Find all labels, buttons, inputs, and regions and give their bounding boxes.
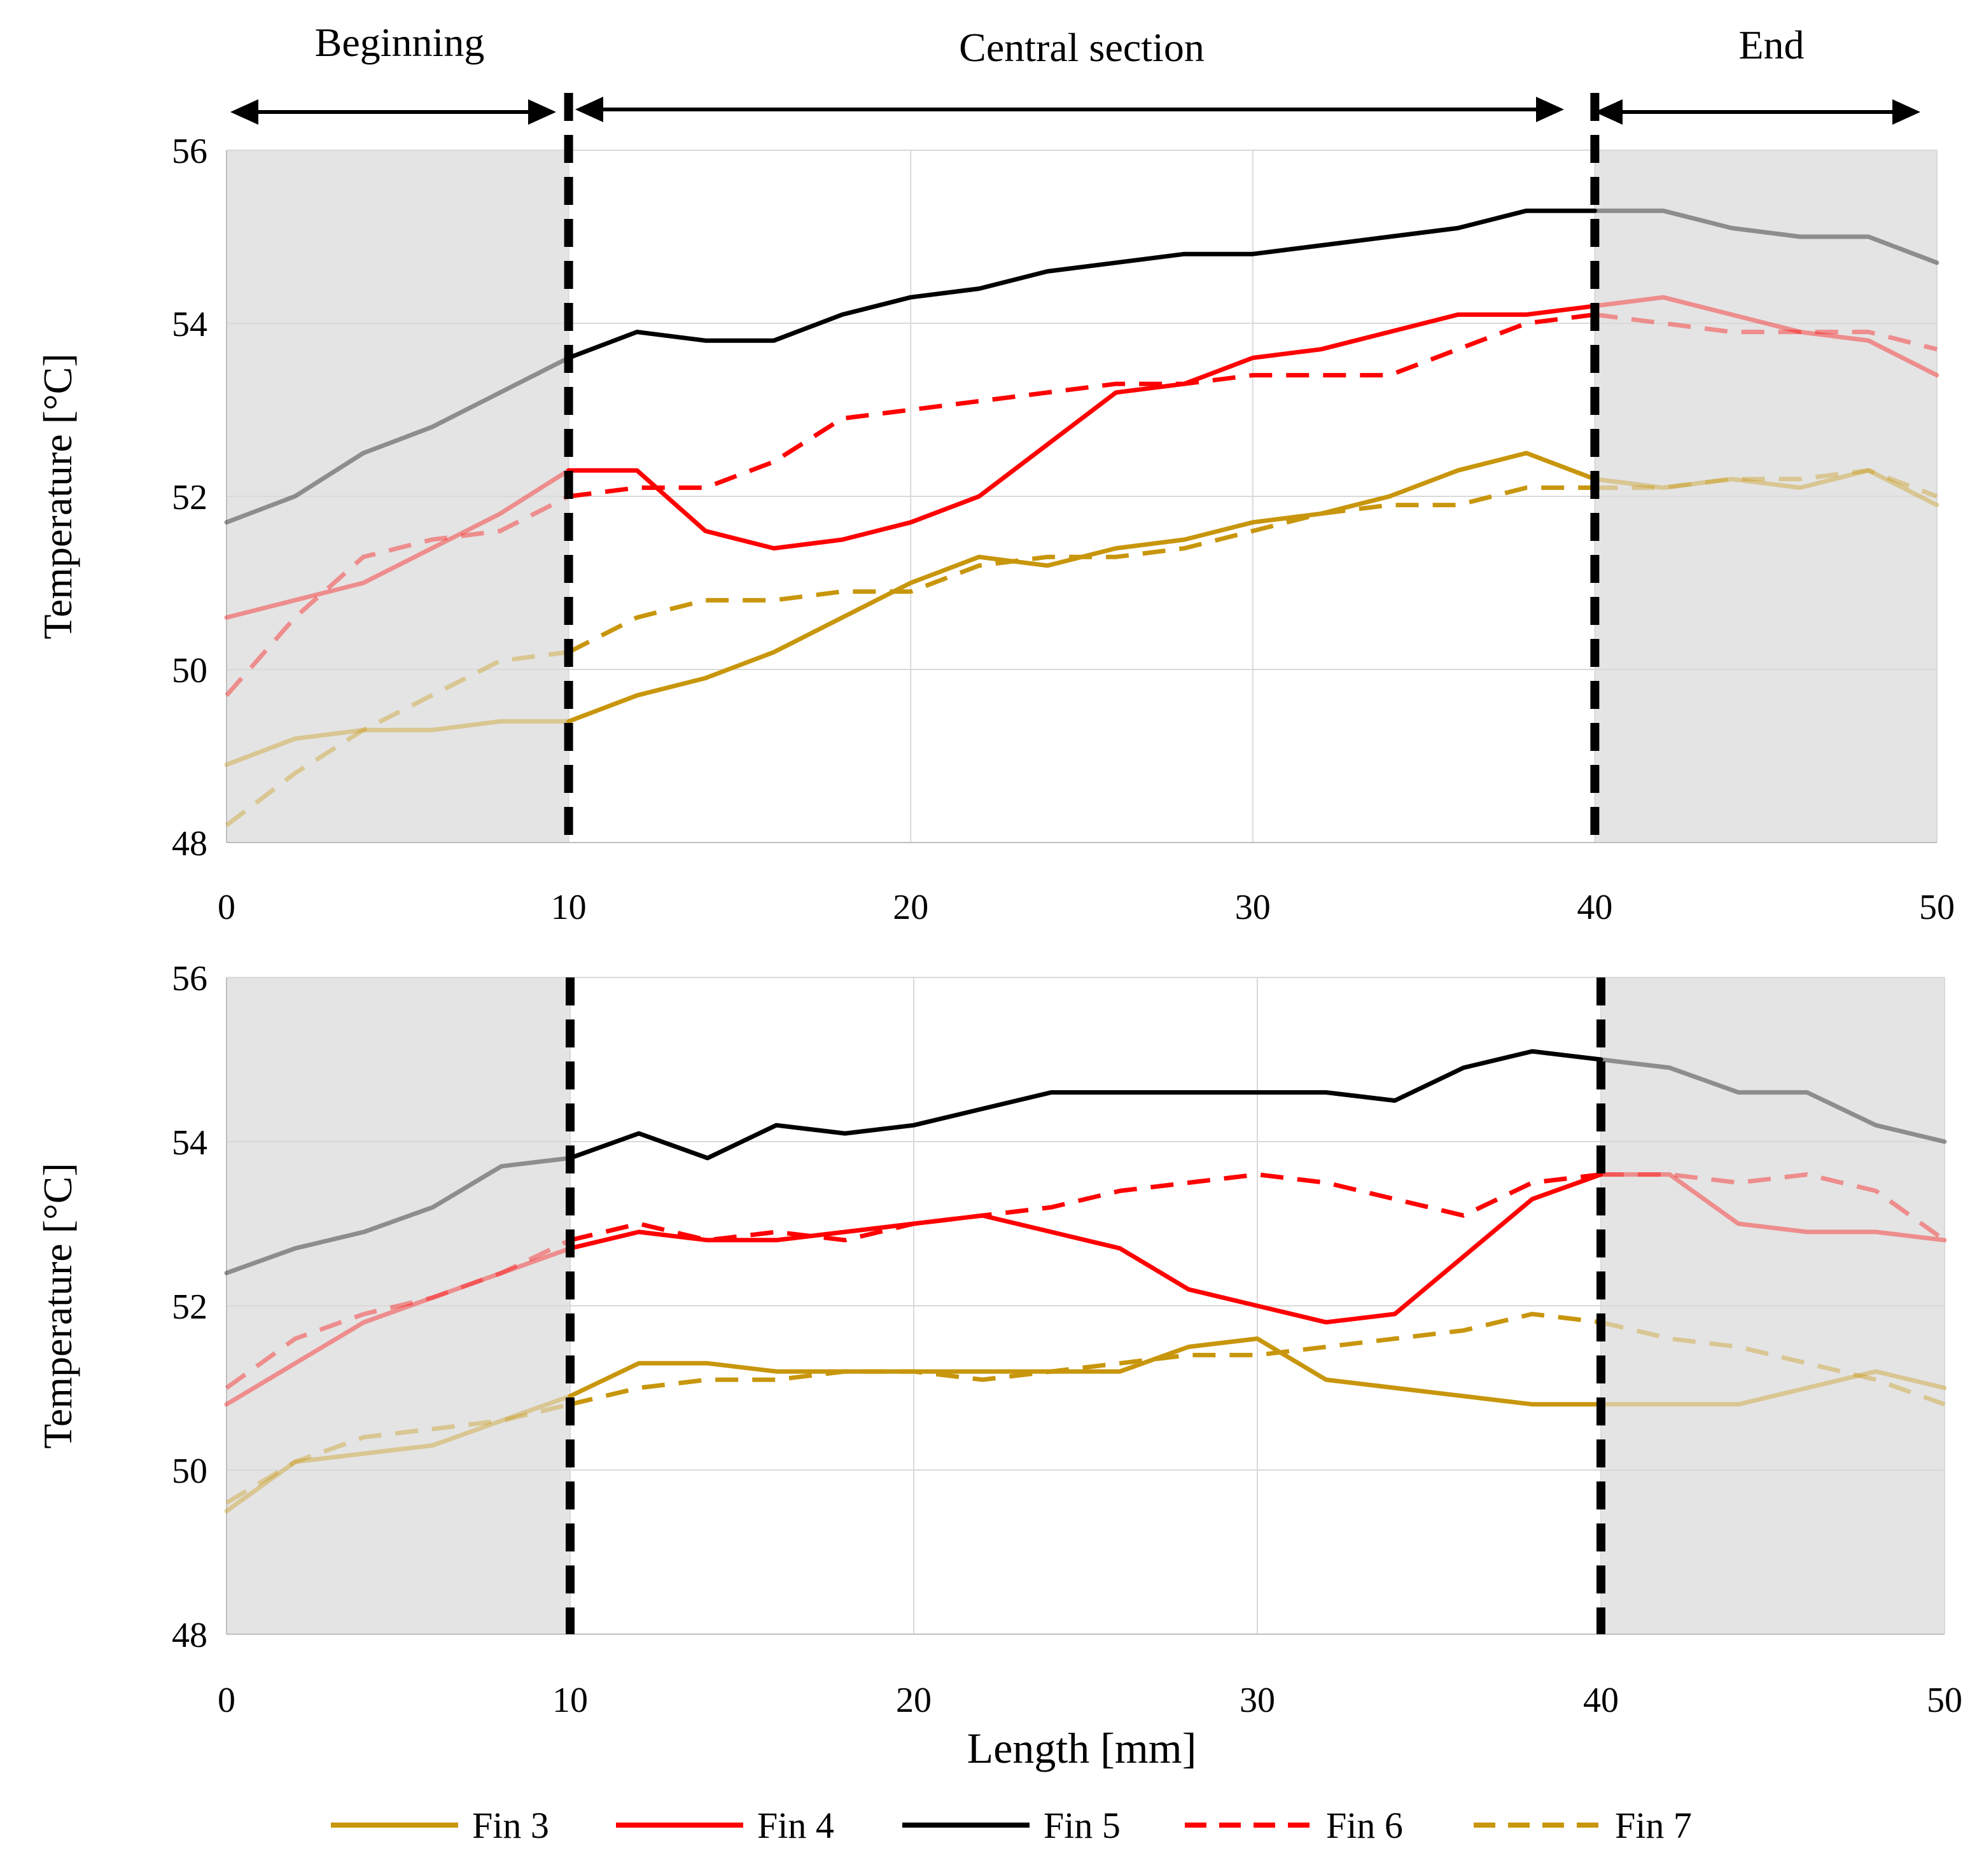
series-line-fin-6: [225, 494, 570, 697]
series-line-fin-6: [225, 1238, 571, 1390]
legend-label: Fin 5: [1044, 1805, 1121, 1846]
y-tick-label: 48: [172, 1616, 207, 1655]
y-tick-label: 56: [172, 959, 207, 998]
x-tick-label: 20: [893, 888, 928, 927]
legend-item-fin-7: Fin 7: [1474, 1805, 1692, 1846]
legend: Fin 3 Fin 4 Fin 5 Fin 6 Fin 7: [331, 1805, 1692, 1846]
x-tick-label: 0: [218, 888, 235, 927]
y-tick-label: 50: [172, 1452, 207, 1491]
series-line-fin-4: [568, 1172, 1603, 1325]
series-line-fin-5: [224, 1156, 573, 1275]
y-tick-label: 52: [172, 1287, 207, 1327]
y-tick-label: 54: [172, 305, 207, 344]
series-line-fin-4: [224, 468, 571, 620]
y-axis-title: Temperature [°C]: [35, 353, 80, 639]
y-axis-title: Temperature [°C]: [35, 1163, 80, 1448]
series-line-fin-6: [569, 1172, 1602, 1243]
legend-label: Fin 3: [472, 1805, 549, 1846]
end-arrow: [1595, 99, 1920, 125]
series-line-fin-3: [568, 1336, 1603, 1407]
series-line-fin-5: [224, 355, 571, 525]
legend-item-fin-4: Fin 4: [616, 1805, 834, 1846]
series-line-fin-4: [1598, 1172, 1947, 1243]
x-tick-label: 40: [1577, 888, 1612, 927]
legend-label: Fin 4: [757, 1805, 834, 1846]
x-tick-label: 50: [1919, 888, 1955, 927]
x-tick-label: 10: [552, 1681, 588, 1720]
series-line-fin-6: [568, 312, 1595, 499]
series-line-fin-4: [224, 1246, 573, 1407]
legend-item-fin-3: Fin 3: [331, 1805, 549, 1846]
x-tick-label: 30: [1240, 1681, 1275, 1720]
y-tick-label: 56: [172, 132, 207, 171]
series-line-fin-7: [569, 1312, 1602, 1407]
series-line-fin-7: [1600, 1320, 1946, 1407]
series-line-fin-7: [568, 485, 1595, 654]
y-tick-label: 48: [172, 824, 207, 864]
central-section-label: Central section: [959, 25, 1205, 70]
series-line-fin-3: [1592, 468, 1939, 508]
series-line-fin-7: [225, 650, 569, 827]
legend-label: Fin 7: [1615, 1805, 1692, 1846]
bottom-chart-panel: 48 50 52 54 56 0 10 20 30 40 50 Temperature [°C]: [35, 959, 1962, 1720]
series-line-fin-7: [1595, 468, 1938, 499]
top-chart-panel: 48 50 52 54 56 0 10 20 30 40 50 Temperature [°C]: [35, 93, 1955, 927]
series-line-fin-4: [1592, 295, 1939, 378]
series-line-fin-5: [1598, 1057, 1947, 1144]
x-tick-label: 0: [218, 1681, 235, 1720]
end-label: End: [1738, 22, 1804, 67]
series-line-fin-6: [1601, 1172, 1946, 1242]
x-tick-label: 30: [1235, 888, 1271, 927]
series-line-fin-6: [1594, 312, 1938, 352]
beginning-label: Beginning: [315, 20, 485, 65]
legend-label: Fin 6: [1326, 1805, 1403, 1846]
y-tick-label: 50: [172, 651, 207, 690]
central-section-arrow: [575, 97, 1564, 122]
x-tick-label: 40: [1583, 1681, 1619, 1720]
legend-item-fin-5: Fin 5: [902, 1805, 1121, 1846]
series-line-fin-5: [566, 208, 1597, 360]
series-line-fin-4: [566, 304, 1597, 551]
beginning-arrow: [230, 99, 556, 125]
series-line-fin-5: [568, 1049, 1603, 1161]
x-tick-label: 20: [896, 1681, 932, 1720]
y-tick-label: 54: [172, 1123, 207, 1163]
section-annotations: Beginning Central section End: [230, 20, 1920, 125]
x-tick-label: 10: [551, 888, 587, 927]
series-line-fin-7: [225, 1402, 571, 1505]
series-line-fin-3: [224, 1394, 573, 1513]
x-axis-title: Length [mm]: [967, 1724, 1197, 1772]
legend-item-fin-6: Fin 6: [1185, 1805, 1403, 1846]
series-line-fin-3: [1598, 1369, 1947, 1407]
series-line-fin-5: [1592, 208, 1939, 265]
y-tick-label: 52: [172, 478, 207, 517]
x-tick-label: 50: [1927, 1681, 1962, 1720]
series-line-fin-3: [224, 719, 571, 767]
